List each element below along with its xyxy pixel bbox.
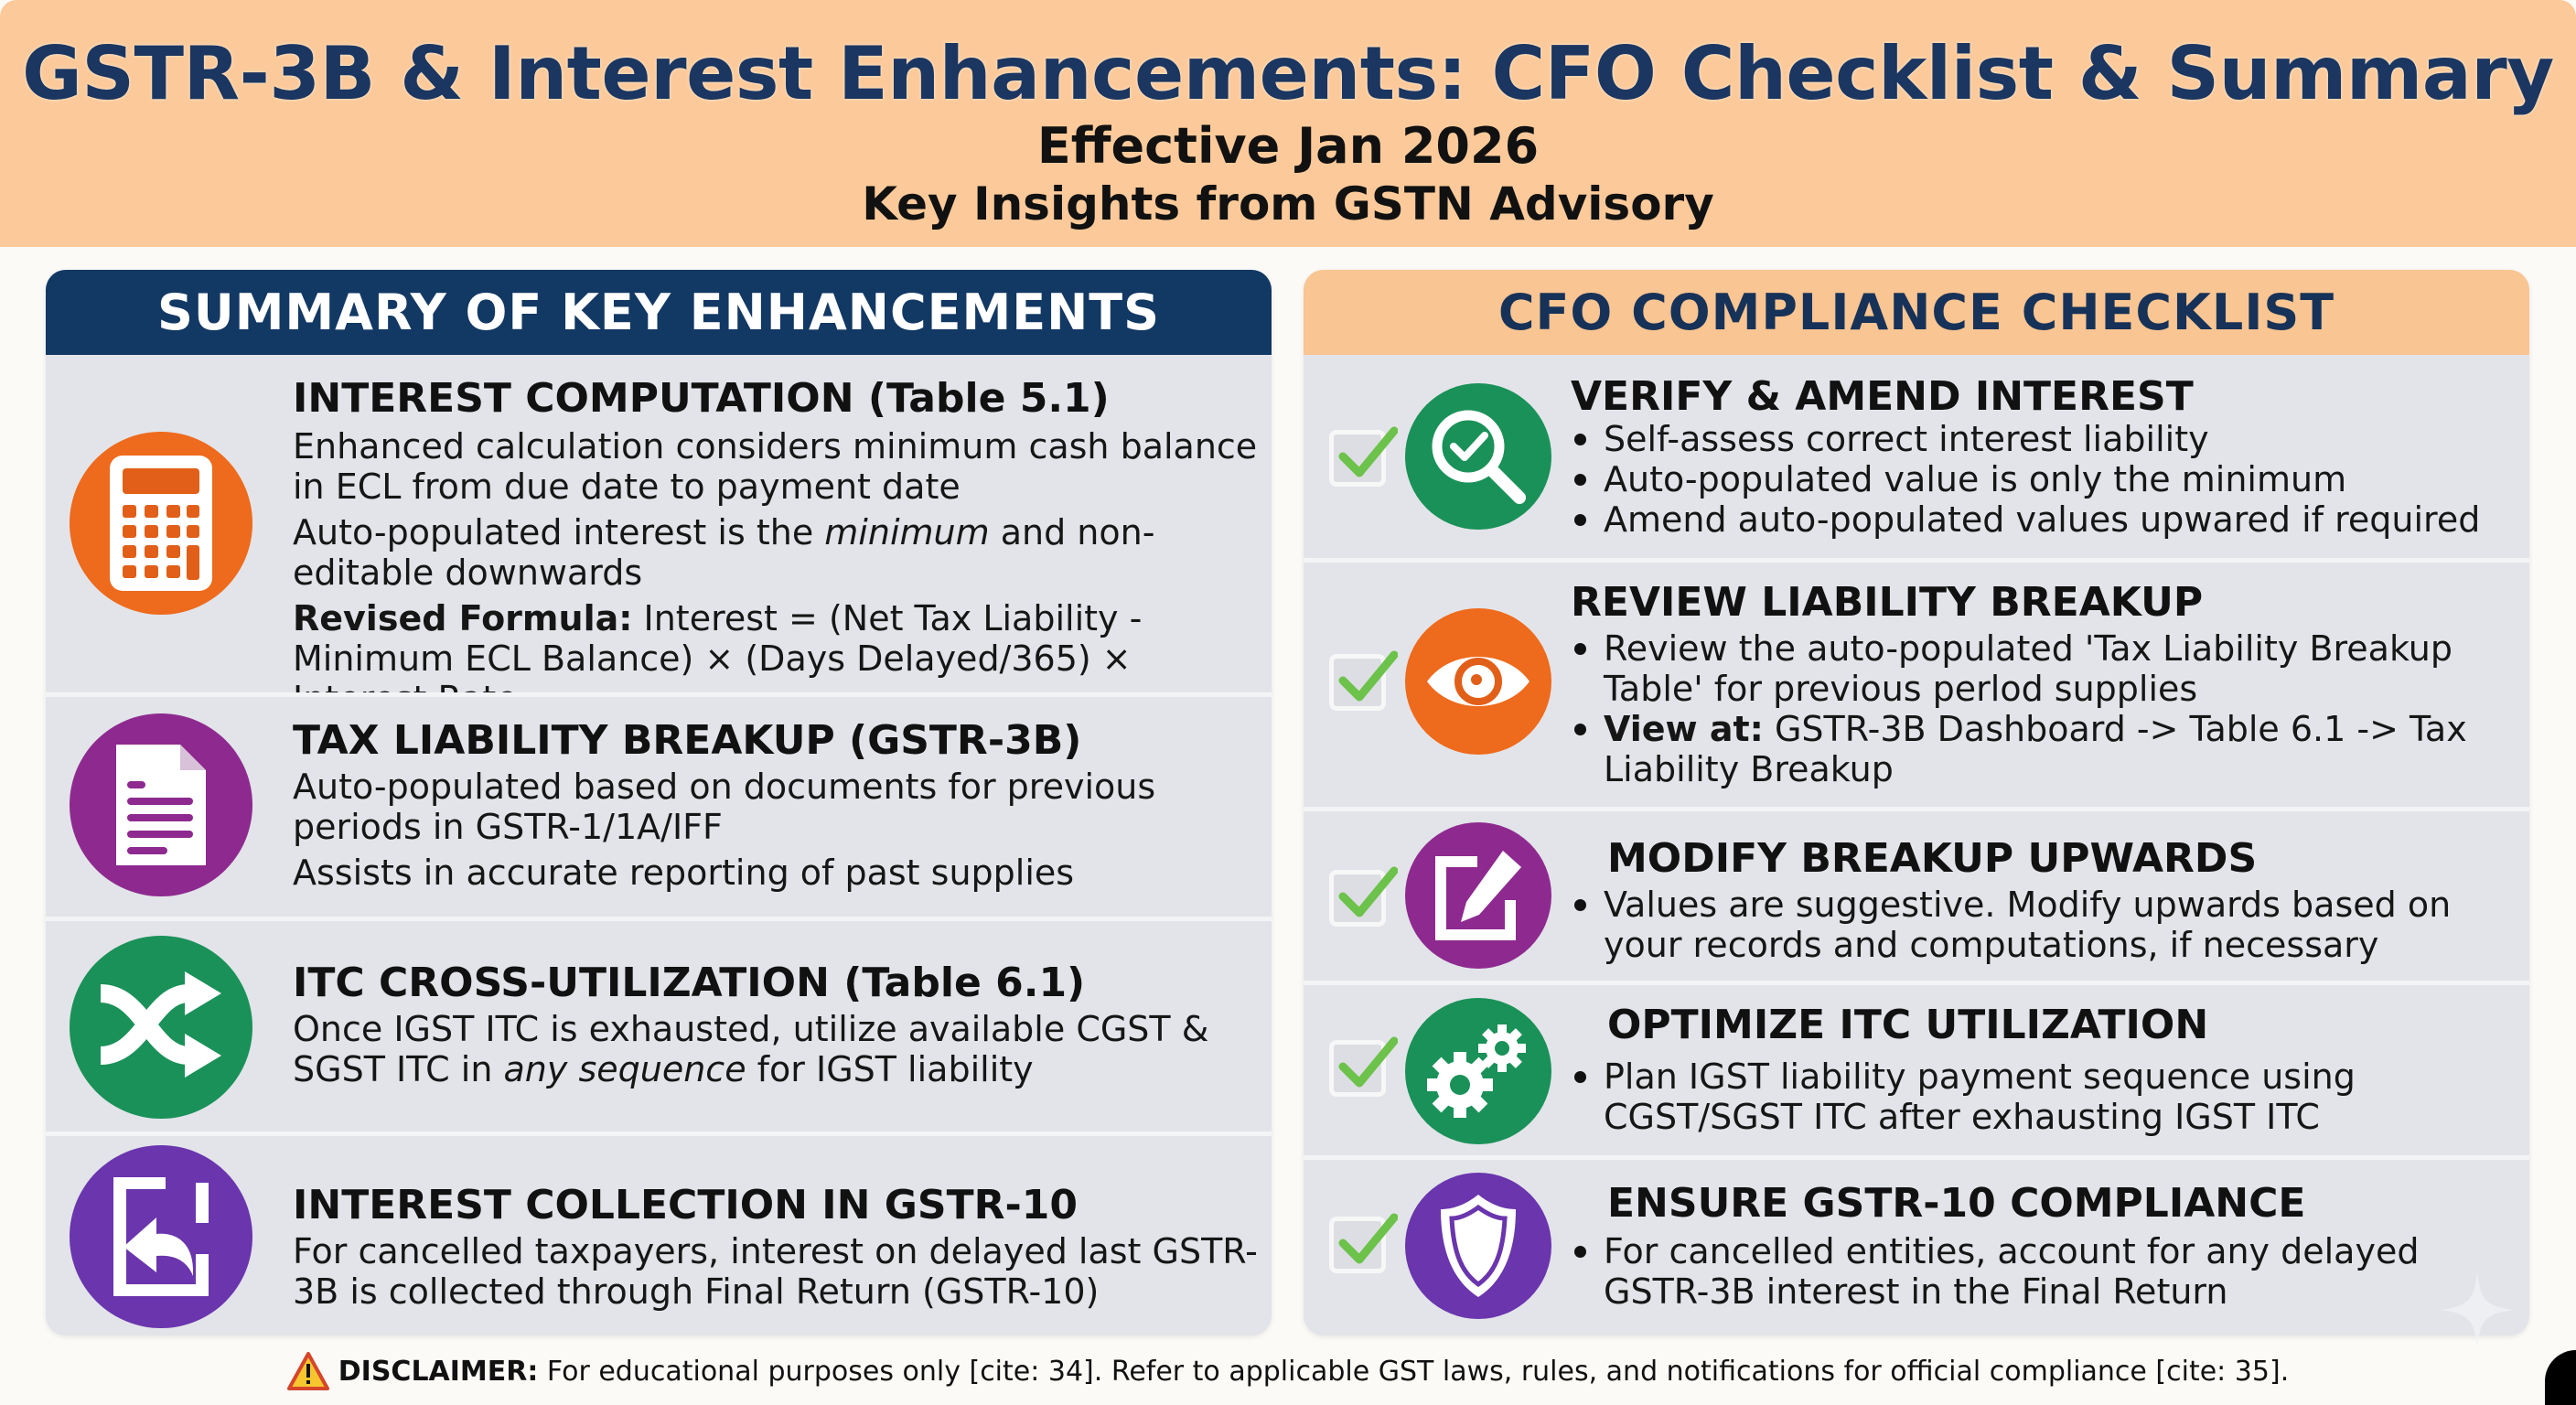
card-title: OPTIMIZE ITC UTILIZATION xyxy=(1607,1002,2209,1048)
card-title: MODIFY BREAKUP UPWARDS xyxy=(1607,835,2258,882)
bullet-item: Plan IGST liability payment sequence usi… xyxy=(1571,1056,2513,1137)
card-title: TAX LIABILITY BREAKUP (GSTR-3B) xyxy=(293,717,1082,764)
summary-card-tax-liability-breakup: TAX LIABILITY BREAKUP (GSTR-3B) Auto-pop… xyxy=(46,692,1272,917)
bullet-item: Amend auto-populated values upwared if r… xyxy=(1571,499,2513,540)
checklist-checkbox[interactable] xyxy=(1329,866,1398,927)
card-body: Once IGST ITC is exhausted, utilize avai… xyxy=(293,1009,1262,1095)
effective-date: Effective Jan 2026 xyxy=(1036,117,1540,175)
page-title: GSTR-3B & Interest Enhancements: CFO Che… xyxy=(22,31,2554,116)
bullet-list: Values are suggestive. Modify upwards ba… xyxy=(1571,885,2513,965)
bullet-item: Review the auto-populated 'Tax Liability… xyxy=(1571,628,2513,709)
checklist-item-optimize-itc: OPTIMIZE ITC UTILIZATION Plan IGST liabi… xyxy=(1304,981,2529,1155)
checklist-checkbox[interactable] xyxy=(1329,1036,1398,1097)
bullet-list: Plan IGST liability payment sequence usi… xyxy=(1571,1056,2513,1137)
card-body: For cancelled taxpayers, interest on del… xyxy=(293,1231,1262,1317)
card-title: INTEREST COLLECTION IN GSTR-10 xyxy=(293,1182,1078,1228)
card-text: Enhanced calculation considers minimum c… xyxy=(293,426,1258,507)
shuffle-icon xyxy=(70,936,252,1119)
disclaimer-text: DISCLAIMER: For educational purposes onl… xyxy=(338,1355,2290,1388)
checklist-item-review-breakup: REVIEW LIABILITY BREAKUP Review the auto… xyxy=(1304,558,2529,807)
warning-icon xyxy=(286,1352,329,1390)
bullet-list: Review the auto-populated 'Tax Liability… xyxy=(1571,628,2513,789)
card-title: INTEREST COMPUTATION (Table 5.1) xyxy=(293,375,1110,422)
magnifier-check-icon xyxy=(1405,383,1551,530)
checklist-checkbox[interactable] xyxy=(1329,650,1398,711)
card-text: Auto-populated interest is the minimum a… xyxy=(293,512,1155,593)
document-icon xyxy=(70,713,252,896)
bullet-item: Self-assess correct interest liability xyxy=(1571,419,2513,459)
card-title: ENSURE GSTR-10 COMPLIANCE xyxy=(1607,1180,2306,1227)
bullet-list: For cancelled entities, account for any … xyxy=(1571,1231,2513,1312)
card-title: ITC CROSS-UTILIZATION (Table 6.1) xyxy=(293,960,1086,1006)
bullet-item: For cancelled entities, account for any … xyxy=(1571,1231,2513,1312)
card-text: Auto-populated based on documents for pr… xyxy=(293,767,1156,847)
edit-icon xyxy=(1405,822,1551,969)
calculator-icon xyxy=(70,432,252,615)
summary-card-itc-cross-utilization: ITC CROSS-UTILIZATION (Table 6.1) Once I… xyxy=(46,917,1272,1132)
bullet-item: Auto-populated value is only the minimum xyxy=(1571,459,2513,499)
checklist-item-gstr10-compliance: ENSURE GSTR-10 COMPLIANCE For cancelled … xyxy=(1304,1155,2529,1335)
header-banner: GSTR-3B & Interest Enhancements: CFO Che… xyxy=(0,0,2576,247)
card-title: REVIEW LIABILITY BREAKUP xyxy=(1571,579,2204,626)
checklist-checkbox[interactable] xyxy=(1329,1213,1398,1273)
card-text: For cancelled taxpayers, interest on del… xyxy=(293,1231,1258,1312)
summary-heading: SUMMARY OF KEY ENHANCEMENTS xyxy=(46,270,1272,355)
summary-card-interest-collection: INTEREST COLLECTION IN GSTR-10 For cance… xyxy=(46,1132,1272,1335)
bullet-item: Values are suggestive. Modify upwards ba… xyxy=(1571,885,2513,965)
checklist-checkbox[interactable] xyxy=(1329,426,1398,487)
card-title: VERIFY & AMEND INTEREST xyxy=(1571,373,2194,420)
return-arrow-icon xyxy=(70,1145,252,1328)
disclaimer: DISCLAIMER: For educational purposes onl… xyxy=(0,1352,2576,1390)
eye-icon xyxy=(1405,608,1551,755)
checklist-item-modify-breakup: MODIFY BREAKUP UPWARDS Values are sugges… xyxy=(1304,807,2529,981)
shield-icon xyxy=(1405,1173,1551,1319)
checklist-panel: CFO COMPLIANCE CHECKLIST VERIFY & AMEND … xyxy=(1304,270,2529,1335)
bullet-item: View at: GSTR-3B Dashboard -> Table 6.1 … xyxy=(1571,709,2513,789)
checklist-heading: CFO COMPLIANCE CHECKLIST xyxy=(1304,270,2529,355)
sparkle-icon xyxy=(2441,1273,2514,1346)
card-body: Auto-populated based on documents for pr… xyxy=(293,767,1262,898)
card-text: Once IGST ITC is exhausted, utilize avai… xyxy=(293,1009,1209,1089)
summary-panel: SUMMARY OF KEY ENHANCEMENTS INTEREST COM… xyxy=(46,270,1272,1335)
card-text: Assists in accurate reporting of past su… xyxy=(293,853,1075,893)
tagline: Key Insights from GSTN Advisory xyxy=(862,177,1714,231)
bullet-list: Self-assess correct interest liability A… xyxy=(1571,419,2513,540)
summary-card-interest-computation: INTEREST COMPUTATION (Table 5.1) Enhance… xyxy=(46,355,1272,719)
checklist-item-verify-interest: VERIFY & AMEND INTEREST Self-assess corr… xyxy=(1304,355,2529,558)
card-body: Enhanced calculation considers minimum c… xyxy=(293,426,1262,724)
gears-icon xyxy=(1405,998,1551,1144)
